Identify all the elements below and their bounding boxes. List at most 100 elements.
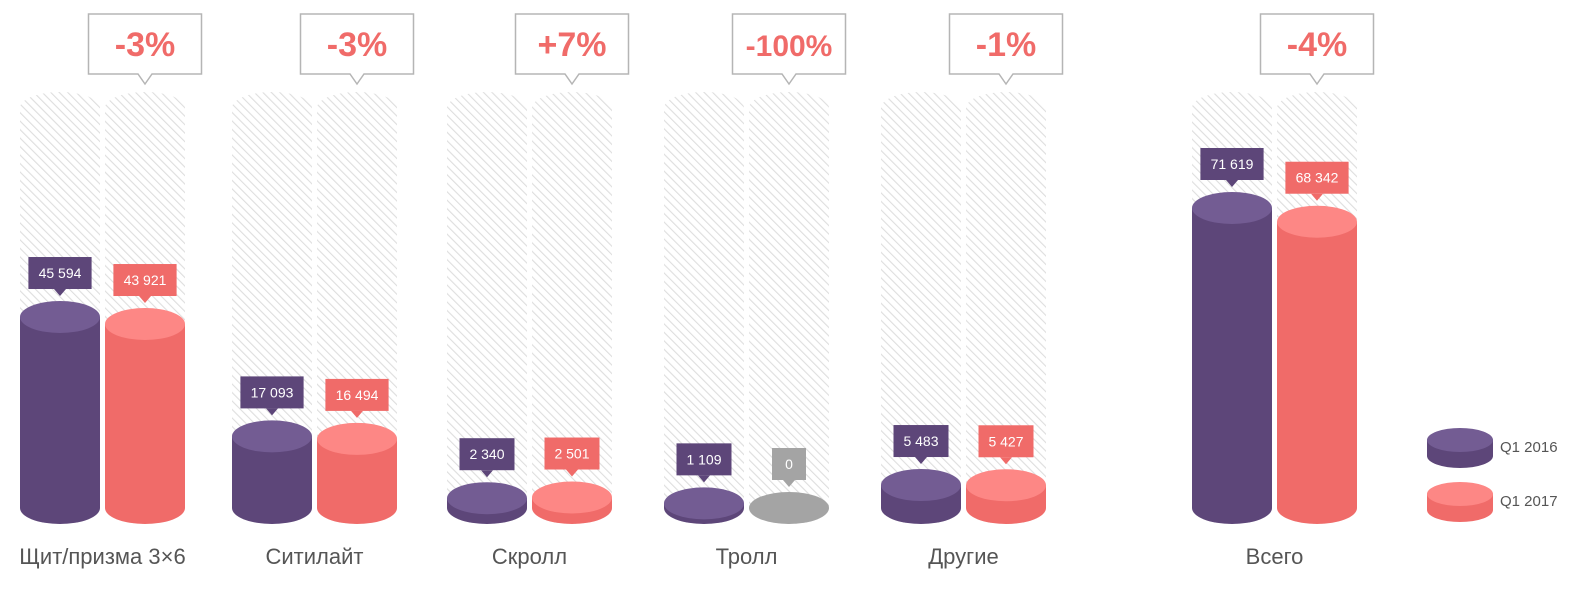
group-5-bar-q1-2017-body: [1277, 221, 1357, 524]
group-5-value-label-q1-2017: 68 342: [1285, 161, 1349, 201]
group-1-value-label-q1-2017: 16 494: [325, 378, 389, 418]
group-3-value-label-q1-2016-text: 1 109: [686, 451, 721, 467]
group-5-value-label-q1-2017-text: 68 342: [1296, 170, 1339, 186]
group-4-value-label-q1-2017: 5 427: [978, 425, 1034, 465]
group-0-value-label-q1-2017-pointer: [139, 296, 151, 304]
group-3-value-label-q1-2016-box: [676, 443, 732, 476]
group-4-category-label: Другие: [928, 544, 998, 569]
group-4-value-label-q1-2016-box: [893, 425, 949, 458]
group-3-change-callout: -100%: [731, 13, 847, 86]
group-4-value-label-q1-2016: 5 483: [893, 425, 949, 465]
group-1-bar-q1-2017: [317, 422, 397, 524]
group-4-change-callout: -1%: [948, 13, 1064, 86]
group-1-change-callout-text: -3%: [327, 26, 387, 64]
group-1-value-label-q1-2016-pointer: [266, 408, 278, 416]
group-0-bar-q1-2017-top: [105, 308, 185, 341]
group-4-value-label-q1-2016-pointer: [915, 457, 927, 465]
group-1-bar-q1-2016-body: [232, 436, 312, 524]
group-2-value-label-q1-2017-box: [544, 437, 600, 470]
group-2-value-label-q1-2017-pointer: [566, 469, 578, 477]
group-1-value-label-q1-2016-box: [240, 376, 304, 409]
legend-item-q1-2017: Q1 2017: [1427, 482, 1558, 522]
group-5-value-label-q1-2016: 71 619: [1200, 148, 1264, 187]
group-0-value-label-q1-2016-box: [28, 257, 92, 290]
group-4-value-label-q1-2017-box: [978, 425, 1034, 458]
legend-item-q1-2016: Q1 2016: [1427, 428, 1558, 468]
group-0-value-label-q1-2016-text: 45 594: [39, 265, 82, 281]
group-2-value-label-q1-2016-pointer: [481, 470, 493, 478]
group-1-value-label-q1-2016: 17 093: [240, 376, 304, 416]
group-5-bar-q1-2017-top: [1277, 205, 1357, 238]
group-1-value-label-q1-2017-pointer: [351, 410, 363, 418]
group-4-value-label-q1-2017-text: 5 427: [988, 433, 1023, 449]
group-2-bar-q1-2016: [447, 482, 527, 524]
group-5-value-label-q1-2016-text: 71 619: [1211, 156, 1254, 172]
group-2-bar-q1-2017: [532, 481, 612, 524]
group-4-value-label-q1-2017-pointer: [1000, 457, 1012, 465]
group-2-change-callout-box: [514, 13, 630, 86]
group-1-tube-q1-2017: [317, 92, 397, 524]
group-1-value-label-q1-2017-text: 16 494: [336, 387, 379, 403]
group-5-change-callout-text: -4%: [1287, 26, 1347, 64]
group-1-value-label-q1-2016-text: 17 093: [251, 384, 294, 400]
group-5-value-label-q1-2016-box: [1200, 148, 1264, 180]
group-2-change-callout-text: +7%: [538, 26, 607, 64]
group-0-value-label-q1-2017-text: 43 921: [124, 272, 167, 288]
legend-item-q1-2016-label: Q1 2016: [1500, 439, 1558, 456]
group-2-tube-q1-2017: [532, 92, 612, 524]
group-2-bar-q1-2016-top: [447, 482, 527, 515]
group-1-value-label-q1-2017-box: [325, 378, 389, 411]
group-3-bar-q1-2017: [749, 492, 829, 524]
group-0-bar-q1-2016: [20, 301, 100, 524]
group-3-tube-q1-2017: [749, 92, 829, 524]
group-0-value-label-q1-2016: 45 594: [28, 257, 92, 297]
group-2-tube-q1-2016: [447, 92, 527, 524]
group-3-value-label-q1-2017: 0: [772, 448, 806, 487]
group-5-change-callout: -4%: [1259, 13, 1375, 86]
group-4-change-callout-text: -1%: [976, 26, 1036, 64]
group-0-value-label-q1-2017-box: [113, 264, 177, 297]
group-3-bar-q1-2016: [664, 487, 744, 524]
group-4-change-callout-box: [948, 13, 1064, 86]
group-5-value-label-q1-2017-pointer: [1311, 193, 1323, 201]
group-0-category-label: Щит/призма 3×6: [19, 544, 185, 569]
group-2-change-callout: +7%: [514, 13, 630, 86]
group-0-value-label-q1-2016-pointer: [54, 289, 66, 297]
group-0-bar-q1-2016-top: [20, 301, 100, 334]
group-0-change-callout: -3%: [87, 13, 203, 86]
group-5-bar-q1-2016-body: [1192, 208, 1272, 524]
group-4-bar-q1-2017: [966, 469, 1046, 524]
legend-item-q1-2016-top: [1427, 428, 1493, 452]
group-1-bar-q1-2016: [232, 420, 312, 524]
group-0-bar-q1-2017-body: [105, 324, 185, 524]
group-5-value-label-q1-2017-box: [1285, 161, 1349, 194]
group-0-bar-q1-2016-body: [20, 317, 100, 524]
group-3-change-callout-text: -100%: [746, 30, 833, 63]
group-4-bar-q1-2016-top: [881, 469, 961, 502]
group-5-bar-q1-2017: [1277, 205, 1357, 524]
legend-item-q1-2017-top: [1427, 482, 1493, 506]
group-4-bar-q1-2016: [881, 469, 961, 524]
group-5-bar-q1-2016: [1192, 192, 1272, 524]
group-2-value-label-q1-2016: 2 340: [459, 438, 515, 478]
group-0-change-callout-box: [87, 13, 203, 86]
group-5-bar-q1-2016-top: [1192, 192, 1272, 224]
legend-item-q1-2017-label: Q1 2017: [1500, 493, 1558, 510]
group-0-bar-q1-2017: [105, 308, 185, 524]
group-0-change-callout-text: -3%: [115, 26, 175, 64]
group-1-change-callout-box: [299, 13, 415, 86]
group-1-category-label: Ситилайт: [266, 544, 364, 569]
group-4-bar-q1-2017-top: [966, 469, 1046, 502]
group-1-change-callout: -3%: [299, 13, 415, 86]
group-4-tube-q1-2017: [966, 92, 1046, 524]
group-1-tube-q1-2016: [232, 92, 312, 524]
group-5-value-label-q1-2016-pointer: [1226, 180, 1238, 187]
group-1-bar-q1-2017-top: [317, 422, 397, 455]
group-3-value-label-q1-2017-box: [772, 448, 806, 480]
group-3-category-label: Тролл: [716, 544, 778, 569]
group-3-bar-q1-2016-top: [664, 487, 744, 520]
group-3-value-label-q1-2017-text: 0: [785, 456, 793, 472]
group-2-category-label: Скролл: [492, 544, 567, 569]
group-3-value-label-q1-2017-pointer: [783, 480, 795, 487]
